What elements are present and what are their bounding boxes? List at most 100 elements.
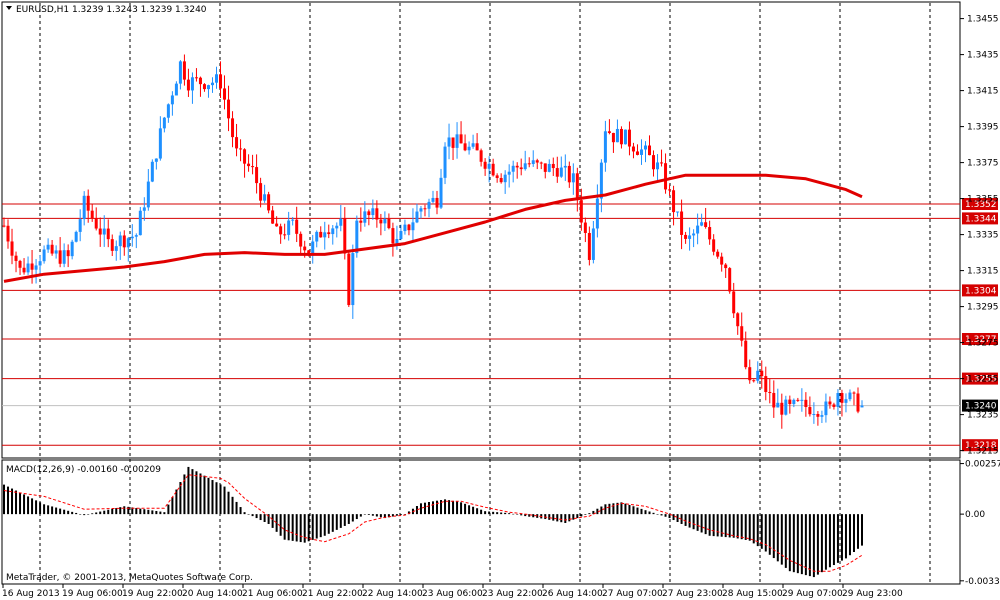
candle-body xyxy=(122,235,126,248)
candle-body xyxy=(399,231,403,240)
macd-bar xyxy=(564,514,567,523)
candle-body xyxy=(507,171,511,175)
macd-bar xyxy=(91,513,94,515)
macd-bar xyxy=(247,514,250,515)
macd-bar xyxy=(744,514,747,540)
candle-body xyxy=(583,222,587,233)
candle-body xyxy=(138,210,142,236)
macd-bar xyxy=(628,504,631,515)
candle-body xyxy=(423,208,427,210)
macd-bar xyxy=(496,512,499,515)
macd-bar xyxy=(203,475,206,515)
candle-body xyxy=(223,88,227,100)
candle-body xyxy=(724,264,728,269)
macd-bar xyxy=(327,514,330,534)
macd-bar xyxy=(423,502,426,515)
macd-bar xyxy=(223,486,226,515)
time-tick-label: 23 Aug 06:00 xyxy=(422,589,483,599)
time-axis[interactable]: 16 Aug 2013 19 Aug 06:00 19 Aug 22:00 20 Au… xyxy=(2,584,903,599)
macd-bar xyxy=(319,514,322,538)
candle-body xyxy=(623,129,627,145)
candle-body xyxy=(559,167,563,177)
macd-bar xyxy=(23,494,26,515)
macd-bar xyxy=(668,514,671,519)
candle-body xyxy=(58,250,62,264)
time-tick-label: 29 Aug 23:00 xyxy=(842,589,903,599)
candle-body xyxy=(299,233,303,247)
macd-bar xyxy=(151,510,154,515)
triangle-down-icon[interactable] xyxy=(6,6,12,10)
macd-bar xyxy=(780,514,783,565)
candle-body xyxy=(684,234,688,239)
horizontal-levels[interactable]: 1.3352 1.3344 1.3304 1.3277 1.3255 1.3218 1.32… xyxy=(2,198,998,452)
macd-bar xyxy=(656,514,659,515)
candle-body xyxy=(214,74,218,83)
macd-label: MACD(12,26,9) -0.00160 -0.00209 xyxy=(6,465,161,475)
macd-bar xyxy=(163,512,166,515)
candle-body xyxy=(591,228,595,260)
macd-bar xyxy=(355,514,358,520)
candle-body xyxy=(459,134,463,144)
candle-body xyxy=(840,393,844,403)
macd-bar xyxy=(251,514,254,517)
candle-body xyxy=(359,220,363,223)
price-tick-label: 1.3415 xyxy=(967,87,999,97)
candle-body xyxy=(295,219,299,234)
candle-body xyxy=(595,198,599,229)
candle-body xyxy=(788,399,792,405)
candle-body xyxy=(463,143,467,151)
candle-body xyxy=(571,173,575,183)
candle-body xyxy=(696,225,700,234)
candle-body xyxy=(166,104,170,118)
macd-bar xyxy=(636,507,639,515)
macd-bar xyxy=(832,514,835,566)
candle-body xyxy=(190,77,194,91)
candle-body xyxy=(327,232,331,235)
macd-axis[interactable]: 0.00257 0.00 -0.00339 xyxy=(960,460,1000,587)
macd-bar xyxy=(139,508,142,515)
macd-bar xyxy=(59,508,62,515)
macd-bar xyxy=(275,514,278,532)
macd-bar xyxy=(339,514,342,528)
candle-body xyxy=(102,228,106,235)
macd-bar xyxy=(243,512,246,515)
price-level-label: 1.3304 xyxy=(965,286,997,296)
candle-body xyxy=(387,218,391,229)
macd-bar xyxy=(816,514,819,575)
macd-bar xyxy=(716,514,719,537)
candle-body xyxy=(347,253,351,306)
candle-body xyxy=(106,228,110,240)
macd-bar xyxy=(624,503,627,515)
candle-body xyxy=(491,163,495,176)
candle-body xyxy=(186,79,190,91)
candle-body xyxy=(367,211,371,216)
macd-bar xyxy=(95,512,98,515)
candle-body xyxy=(182,61,186,80)
price-level-label: 1.3352 xyxy=(965,200,997,210)
macd-bar xyxy=(532,514,535,518)
current-price-tag xyxy=(962,399,998,412)
macd-bar xyxy=(119,507,122,515)
candle-body xyxy=(86,195,90,211)
macd-bar xyxy=(359,514,362,517)
macd-bar xyxy=(440,500,443,515)
macd-bar xyxy=(840,514,843,561)
candle-body xyxy=(118,235,122,247)
candle-body xyxy=(206,85,210,90)
candle-body xyxy=(275,223,279,227)
candle-body xyxy=(431,197,435,202)
macd-bar xyxy=(812,514,815,578)
macd-bar xyxy=(123,506,126,515)
candle-body xyxy=(539,162,543,164)
time-tick-label: 16 Aug 2013 xyxy=(2,589,60,599)
candle-body xyxy=(154,158,158,162)
time-tick-label: 20 Aug 14:00 xyxy=(182,589,243,599)
macd-bar xyxy=(648,511,651,515)
candle-body xyxy=(611,132,615,143)
price-axis[interactable]: 1.34551.34351.34151.33951.33751.33551.33… xyxy=(960,15,999,457)
candle-body xyxy=(587,232,591,260)
macd-bar xyxy=(347,514,350,524)
macd-bar xyxy=(660,514,663,516)
